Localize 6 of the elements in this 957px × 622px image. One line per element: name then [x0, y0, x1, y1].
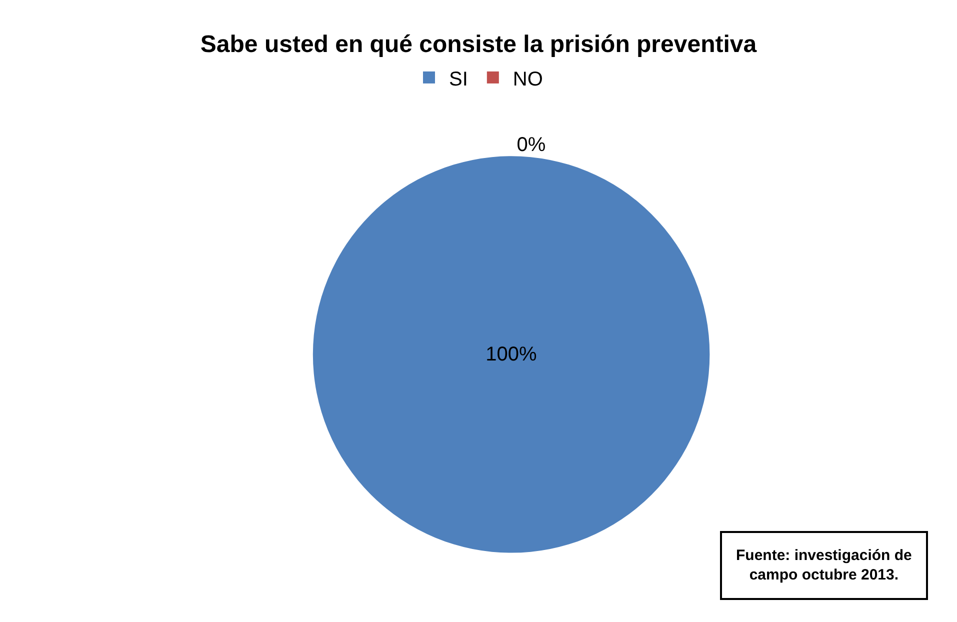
- chart-title: Sabe usted en qué consiste la prisión preventiva: [200, 30, 758, 58]
- legend-label: NO: [512, 68, 543, 90]
- legend-label: SI: [449, 68, 468, 90]
- data-label: 100%: [486, 343, 537, 366]
- source-note: Fuente: investigación de campo octubre 2013.: [736, 547, 912, 584]
- text: 0%: [516, 134, 546, 156]
